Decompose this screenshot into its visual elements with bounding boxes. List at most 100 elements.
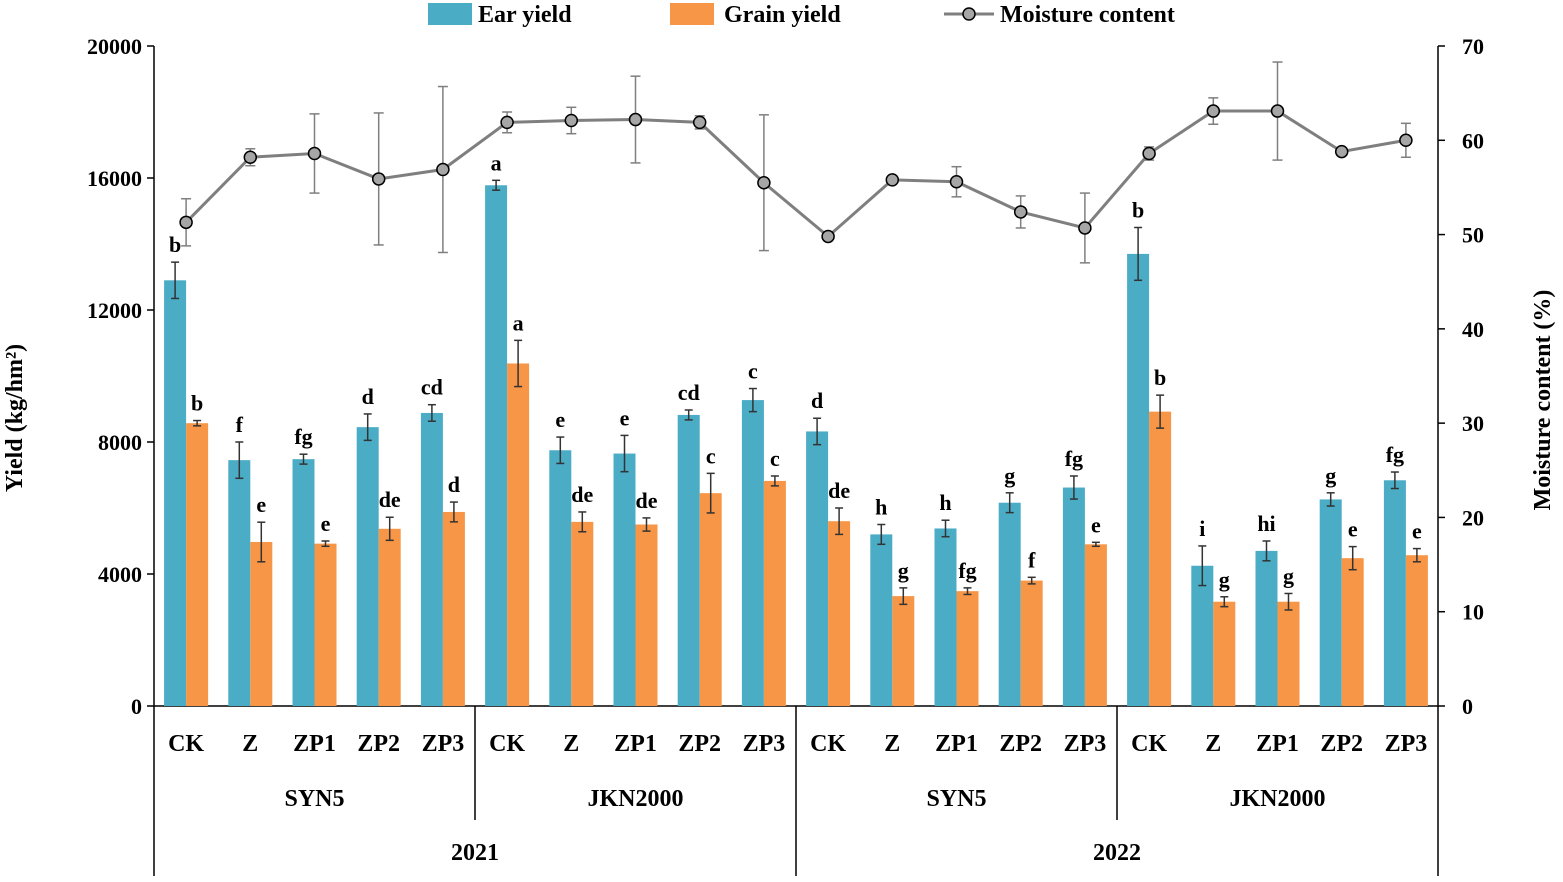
moisture-point	[307, 146, 322, 161]
moisture-series	[179, 61, 1413, 264]
ear-yield-bar	[1062, 487, 1085, 706]
right-tick-label: 30	[1462, 411, 1484, 436]
ear-yield-significance-label: a	[491, 150, 502, 175]
moisture-point	[1206, 104, 1221, 118]
ear-yield-significance-label: i	[1199, 516, 1205, 541]
moisture-point	[1078, 221, 1092, 235]
right-axis-title: Moisture content (%)	[1530, 290, 1556, 511]
ear-yield-significance-label: g	[1004, 463, 1015, 488]
left-axis-ticks: 0 4000 8000 12000 16000 20000	[87, 34, 154, 719]
grain-yield-bar	[442, 511, 465, 706]
right-tick-label: 50	[1462, 223, 1484, 248]
ear-yield-significance-label: d	[362, 384, 374, 409]
grain-yield-significance-label: g	[1219, 567, 1230, 592]
moisture-point	[1013, 205, 1028, 219]
moisture-point	[1142, 146, 1156, 161]
left-tick-label: 8000	[98, 430, 142, 455]
grain-yield-significance-label: e	[1412, 519, 1422, 544]
legend: Ear yield Grain yield Moisture content	[428, 2, 1175, 28]
category-label: CK	[489, 731, 525, 757]
grain-yield-significance-label: b	[1154, 365, 1166, 390]
ear-yield-bar	[356, 427, 379, 706]
moisture-point	[1270, 104, 1285, 118]
category-label: ZP2	[357, 731, 400, 757]
ear-yield-significance-label: cd	[421, 375, 443, 400]
variety-label: JKN2000	[588, 786, 684, 812]
grain-yield-bar	[507, 363, 530, 706]
ear-yield-significance-label: e	[555, 407, 565, 432]
moisture-point	[628, 112, 643, 127]
moisture-point	[179, 215, 193, 230]
left-tick-label: 20000	[87, 34, 142, 59]
grain-yield-bar	[1341, 558, 1364, 706]
grain-yield-bar	[314, 543, 337, 706]
grain-yield-bar	[763, 480, 786, 706]
grain-yield-significance-label: g	[1283, 563, 1294, 588]
grain-yield-bar	[378, 528, 401, 706]
grain-yield-significance-label: c	[706, 443, 716, 468]
ear-yield-bar	[549, 450, 572, 706]
variety-label: SYN5	[284, 786, 344, 812]
right-tick-label: 70	[1462, 34, 1484, 59]
ear-yield-bar	[1127, 253, 1150, 706]
category-label: Z	[884, 731, 900, 757]
ear-yield-significance-label: h	[939, 490, 951, 515]
left-tick-label: 4000	[98, 562, 142, 587]
grain-yield-significance-label: de	[379, 487, 401, 512]
ear-yield-bar	[870, 534, 893, 706]
grain-yield-bar	[1277, 601, 1300, 706]
grain-yield-bar	[1213, 601, 1236, 706]
grain-yield-significance-label: a	[513, 310, 524, 335]
moisture-point	[436, 162, 450, 177]
grain-yield-significance-label: e	[1091, 512, 1101, 537]
moisture-point	[821, 229, 835, 244]
grain-yield-bar	[699, 493, 722, 706]
ear-yield-significance-label: f	[236, 412, 244, 437]
moisture-line	[185, 109, 1407, 239]
moisture-point	[757, 175, 771, 190]
left-tick-label: 12000	[87, 298, 142, 323]
category-label: ZP1	[614, 731, 657, 757]
ear-yield-bar	[1319, 499, 1342, 706]
ear-yield-bar	[420, 412, 443, 706]
category-label: ZP1	[935, 731, 978, 757]
ear-yield-significance-label: hi	[1257, 511, 1275, 536]
ear-yield-bar	[228, 460, 251, 706]
category-label: CK	[168, 731, 204, 757]
grain-yield-significance-label: e	[1348, 517, 1358, 542]
left-tick-label: 0	[131, 694, 142, 719]
category-label: Z	[1205, 731, 1221, 757]
ear-yield-bar	[292, 459, 315, 706]
category-label: ZP2	[999, 731, 1042, 757]
ear-yield-significance-label: b	[1132, 198, 1144, 223]
ear-yield-significance-label: cd	[678, 380, 700, 405]
right-tick-label: 40	[1462, 317, 1484, 342]
ear-yield-bar	[1255, 550, 1278, 706]
ear-yield-significance-label: c	[748, 359, 758, 384]
grain-yield-bar	[186, 423, 209, 706]
moisture-point	[500, 115, 514, 130]
moisture-point	[371, 172, 386, 186]
moisture-point	[243, 150, 258, 165]
right-tick-label: 10	[1462, 600, 1484, 625]
grain-yield-significance-label: fg	[958, 558, 976, 583]
moisture-point	[564, 113, 579, 128]
moisture-point	[949, 175, 964, 189]
right-tick-label: 0	[1462, 694, 1473, 719]
grain-yield-bar	[571, 521, 594, 706]
ear-yield-bar	[741, 400, 764, 706]
ear-yield-significance-label: b	[169, 232, 181, 257]
right-tick-label: 60	[1462, 128, 1484, 153]
grain-yield-significance-label: de	[636, 488, 658, 513]
grain-yield-significance-label: b	[191, 391, 203, 416]
category-label: ZP2	[1320, 731, 1363, 757]
right-tick-label: 20	[1462, 505, 1484, 530]
grain-yield-bar	[635, 524, 658, 706]
grain-yield-bar	[892, 596, 915, 706]
ear-yield-bar	[1383, 480, 1406, 706]
left-axis-title: Yield (kg/hm²)	[2, 344, 28, 492]
category-label: ZP1	[1256, 731, 1299, 757]
variety-label: JKN2000	[1230, 786, 1326, 812]
category-label: ZP3	[1064, 731, 1107, 757]
ear-yield-bar	[485, 185, 508, 706]
